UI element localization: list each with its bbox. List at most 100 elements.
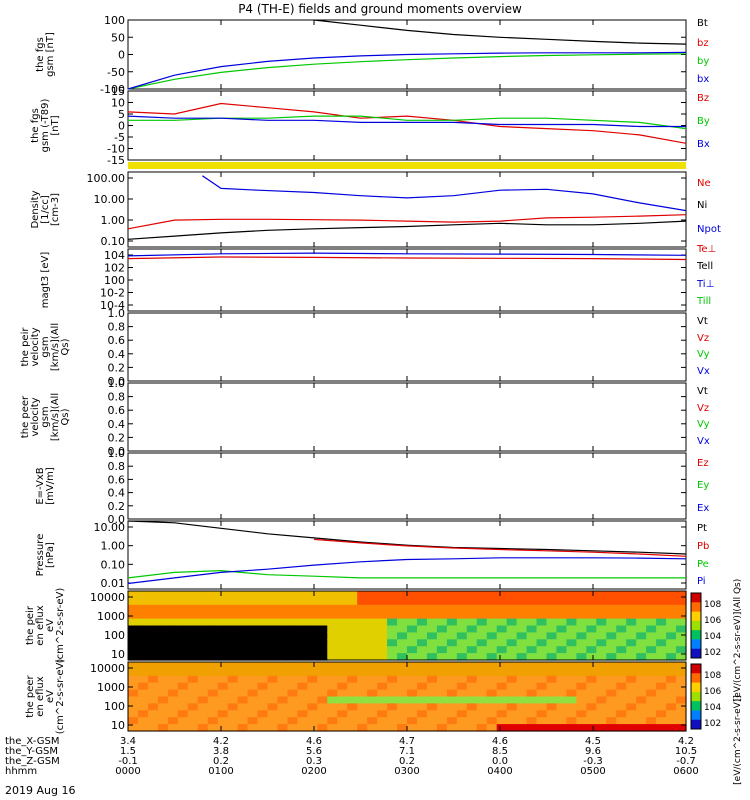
y-tick-label: 0.2 bbox=[108, 361, 126, 374]
heatmap-cell bbox=[646, 703, 657, 711]
heatmap-cell bbox=[446, 675, 458, 684]
heatmap-cell bbox=[456, 611, 468, 620]
heatmap-cell bbox=[207, 717, 219, 725]
heatmap-cell bbox=[616, 591, 627, 599]
heatmap-cell bbox=[307, 682, 318, 691]
heatmap-cell bbox=[596, 646, 607, 654]
heatmap-cell bbox=[456, 710, 468, 718]
y-axis-label: the fgs bbox=[35, 37, 46, 72]
heatmap-cell bbox=[327, 653, 338, 661]
heatmap-cell bbox=[626, 724, 637, 732]
heatmap-cell bbox=[436, 662, 448, 670]
y-tick-label: 100.00 bbox=[87, 172, 126, 185]
heatmap-cell bbox=[506, 591, 518, 599]
heatmap-cell bbox=[496, 618, 508, 627]
heatmap-cell bbox=[566, 668, 577, 677]
heatmap-cell bbox=[317, 625, 328, 633]
heatmap-cell bbox=[397, 625, 408, 633]
heatmap-cell bbox=[656, 675, 667, 684]
heatmap-cell bbox=[586, 639, 597, 647]
y-tick-label: -10 bbox=[107, 143, 125, 156]
heatmap-cell bbox=[187, 668, 199, 677]
heatmap-cell bbox=[167, 611, 179, 620]
heatmap-cell bbox=[496, 611, 508, 620]
heatmap-cell bbox=[257, 710, 269, 718]
heatmap-cell bbox=[337, 653, 348, 661]
legend-entry: Vt bbox=[697, 386, 708, 397]
heatmap-cell bbox=[626, 632, 637, 640]
heatmap-cell bbox=[137, 604, 149, 613]
heatmap-cell bbox=[476, 689, 488, 698]
heatmap-cell bbox=[476, 682, 488, 691]
heatmap-cell bbox=[147, 604, 159, 613]
heatmap-cell bbox=[197, 632, 209, 640]
heatmap-cell bbox=[257, 675, 269, 684]
heatmap-cell bbox=[157, 639, 169, 647]
colorbar-frame bbox=[690, 663, 702, 730]
heatmap-cell bbox=[486, 618, 498, 627]
heatmap-cell bbox=[177, 696, 189, 704]
heatmap-cell bbox=[636, 668, 647, 677]
heatmap-cell bbox=[197, 682, 209, 691]
heatmap-cell bbox=[367, 710, 378, 718]
heatmap-cell bbox=[546, 618, 558, 627]
heatmap-cell bbox=[636, 632, 647, 640]
heatmap-cell bbox=[317, 668, 328, 677]
heatmap-cell bbox=[337, 717, 348, 725]
heatmap-cell bbox=[367, 703, 378, 711]
heatmap-cell bbox=[227, 703, 239, 711]
heatmap-cell bbox=[636, 646, 647, 654]
heatmap-cell bbox=[436, 675, 448, 684]
heatmap-cell bbox=[327, 639, 338, 647]
heatmap-cell bbox=[676, 668, 687, 677]
heatmap-cell bbox=[297, 632, 308, 640]
heatmap-cell bbox=[297, 682, 308, 691]
heatmap-cell bbox=[546, 632, 558, 640]
y-tick-label: 15 bbox=[111, 85, 125, 98]
heatmap-cell bbox=[317, 717, 328, 725]
heatmap-cell bbox=[167, 662, 179, 670]
heatmap-cell bbox=[277, 710, 289, 718]
heatmap-cell bbox=[416, 611, 428, 620]
heatmap-cell bbox=[666, 604, 677, 613]
heatmap-cell bbox=[426, 604, 438, 613]
heatmap-cell bbox=[656, 668, 667, 677]
heatmap-cell bbox=[287, 703, 298, 711]
heatmap-cell bbox=[476, 604, 488, 613]
heatmap-cell bbox=[307, 618, 318, 627]
heatmap-cell bbox=[456, 696, 468, 704]
heatmap-cell bbox=[377, 662, 388, 670]
heatmap-cell bbox=[147, 717, 159, 725]
panel-1: 100 50 0 -50 -100 the fgs gsm [nT] Bt bz by bx bbox=[35, 14, 709, 96]
heatmap-cell bbox=[506, 724, 518, 732]
heatmap-cell bbox=[656, 717, 667, 725]
ephem-value: 8.5 bbox=[492, 746, 508, 757]
heatmap-cell bbox=[327, 724, 338, 732]
heatmap-cell bbox=[636, 591, 647, 599]
legend-entry: Pe bbox=[697, 559, 709, 570]
heatmap-cell bbox=[526, 668, 538, 677]
ephem-value: 4.5 bbox=[585, 736, 601, 747]
heatmap-cell bbox=[287, 639, 298, 647]
heatmap-cell bbox=[616, 668, 627, 677]
heatmap-cell bbox=[237, 682, 249, 691]
heatmap-cell bbox=[247, 662, 259, 670]
heatmap-cell bbox=[666, 710, 677, 718]
heatmap-cell bbox=[516, 689, 528, 698]
heatmap-cell bbox=[566, 591, 577, 599]
heatmap-cell bbox=[636, 618, 647, 627]
legend-entry: Tell bbox=[696, 261, 713, 272]
heatmap-cell bbox=[407, 591, 418, 599]
heatmap-cell bbox=[426, 724, 438, 732]
y-tick-label: 10.00 bbox=[94, 193, 126, 206]
heatmap-cell bbox=[566, 675, 577, 684]
heatmap-cell bbox=[596, 653, 607, 661]
heatmap-cell bbox=[347, 625, 358, 633]
heatmap-cell bbox=[476, 724, 488, 732]
heatmap-cell bbox=[227, 604, 239, 613]
heatmap-cell bbox=[347, 662, 358, 670]
heatmap-cell bbox=[337, 710, 348, 718]
heatmap-cell bbox=[217, 682, 229, 691]
heatmap-cell bbox=[546, 662, 558, 670]
